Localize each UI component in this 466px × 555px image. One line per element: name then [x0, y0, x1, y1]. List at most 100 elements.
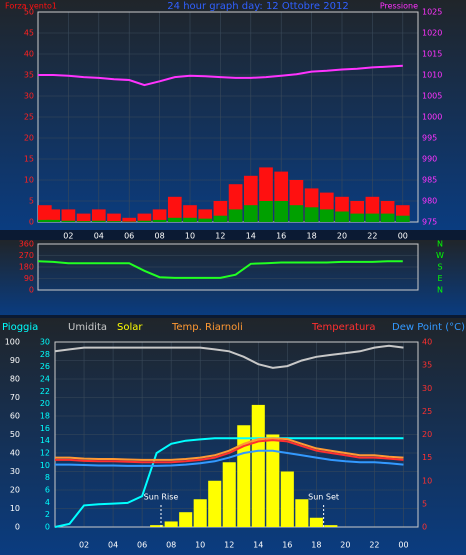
- y2-tick-label: 980: [422, 197, 437, 206]
- y-tick-label: 270: [19, 251, 34, 260]
- y3-tick-label: 0: [45, 523, 50, 532]
- line: [54, 344, 404, 369]
- y-tick-label: 15: [24, 155, 34, 164]
- bar: [61, 220, 76, 222]
- bar: [280, 471, 294, 527]
- x-tick-label: 14: [253, 541, 263, 550]
- bar: [198, 218, 213, 222]
- bar: [91, 209, 106, 222]
- y-tick-label: 0: [29, 286, 34, 295]
- y-tick-label: 90: [10, 356, 20, 365]
- y-tick-label: 20: [24, 134, 34, 143]
- bar: [259, 201, 273, 222]
- bar: [164, 521, 178, 527]
- line: [55, 437, 404, 461]
- y-tick-label: 0: [29, 218, 34, 227]
- bar: [183, 217, 197, 222]
- bar: [228, 209, 243, 222]
- bar: [193, 499, 207, 527]
- y-tick-label: 90: [24, 274, 34, 283]
- bar: [335, 211, 349, 222]
- line: [55, 439, 404, 464]
- x-tick-label: 18: [307, 232, 317, 241]
- bar: [137, 220, 152, 222]
- y3-tick-label: 16: [40, 424, 50, 433]
- bar: [237, 425, 251, 527]
- legend-label: Temp. Riarnoli: [171, 322, 243, 333]
- y3-tick-label: 6: [45, 486, 50, 495]
- bar: [167, 217, 182, 222]
- y2-tick-label: 1010: [422, 71, 442, 80]
- y2-tick-label: 1020: [422, 29, 442, 38]
- y3-tick-label: 22: [40, 387, 50, 396]
- bar: [266, 434, 280, 527]
- y-tick-label: 20: [10, 486, 20, 495]
- y-tick-label: 35: [24, 71, 34, 80]
- bar: [107, 221, 121, 222]
- y3-tick-label: 24: [40, 375, 50, 384]
- y2-tick-label: 20: [422, 430, 432, 439]
- y3-tick-label: 2: [45, 510, 50, 519]
- x-tick-label: 22: [367, 232, 377, 241]
- y2-tick-label: W: [436, 251, 444, 260]
- y2-tick-label: 975: [422, 218, 437, 227]
- x-tick-label: 08: [155, 232, 165, 241]
- y-tick-label: 80: [10, 375, 20, 384]
- bar: [295, 499, 309, 527]
- chart-title: 24 hour graph day: 12 Ottobre 2012: [167, 1, 348, 12]
- y2-tick-label: 985: [422, 176, 437, 185]
- plot-frame: [37, 11, 419, 223]
- bar: [289, 205, 304, 222]
- y2-tick-label: E: [437, 274, 442, 283]
- bar: [152, 219, 167, 222]
- legend-label: Temperatura: [311, 322, 376, 333]
- bar: [395, 215, 410, 222]
- y-tick-label: 25: [24, 113, 34, 122]
- x-tick-label: 00: [398, 232, 408, 241]
- bar: [152, 209, 167, 222]
- x-tick-label: 22: [369, 541, 379, 550]
- x-tick-label: 02: [79, 541, 89, 550]
- y3-tick-label: 26: [40, 362, 50, 371]
- bar: [76, 213, 91, 222]
- bar: [274, 201, 289, 222]
- y2-tick-label: 25: [422, 407, 432, 416]
- annotation: Sun Set: [308, 493, 339, 502]
- y3-tick-label: 18: [40, 412, 50, 421]
- x-tick-label: 06: [124, 232, 134, 241]
- line: [55, 449, 404, 467]
- y2-tick-label: N: [437, 286, 443, 295]
- y2-tick-label: 0: [422, 523, 427, 532]
- bar: [46, 209, 61, 222]
- line: [37, 260, 403, 279]
- x-tick-label: 16: [276, 232, 286, 241]
- y2-tick-label: 1015: [422, 50, 442, 59]
- plot-frame: [37, 243, 419, 291]
- bar: [107, 213, 121, 222]
- x-tick-label: 16: [282, 541, 292, 550]
- y2-tick-label: 5: [422, 499, 427, 508]
- bar: [38, 219, 52, 222]
- bar: [208, 480, 222, 527]
- x-tick-label: 12: [224, 541, 234, 550]
- legend-label: Pioggia: [2, 322, 38, 333]
- bar: [91, 220, 106, 222]
- y3-tick-label: 12: [40, 449, 50, 458]
- x-tick-label: 04: [94, 232, 104, 241]
- bar: [324, 525, 338, 527]
- y-tick-label: 100: [5, 338, 20, 347]
- y-tick-label: 0: [15, 523, 20, 532]
- bar: [319, 209, 334, 222]
- legend-label: Solar: [117, 322, 143, 333]
- x-tick-label: 10: [185, 232, 195, 241]
- x-tick-label: 12: [215, 232, 225, 241]
- legend-label: Dew Point (°C): [392, 322, 465, 333]
- y-tick-label: 360: [19, 240, 34, 249]
- y-tick-label: 70: [10, 393, 20, 402]
- y2-tick-label: 30: [422, 384, 432, 393]
- annotation: Sun Rise: [144, 493, 179, 502]
- y-tick-label: 10: [10, 504, 20, 513]
- line: [38, 64, 403, 87]
- bar: [137, 213, 152, 222]
